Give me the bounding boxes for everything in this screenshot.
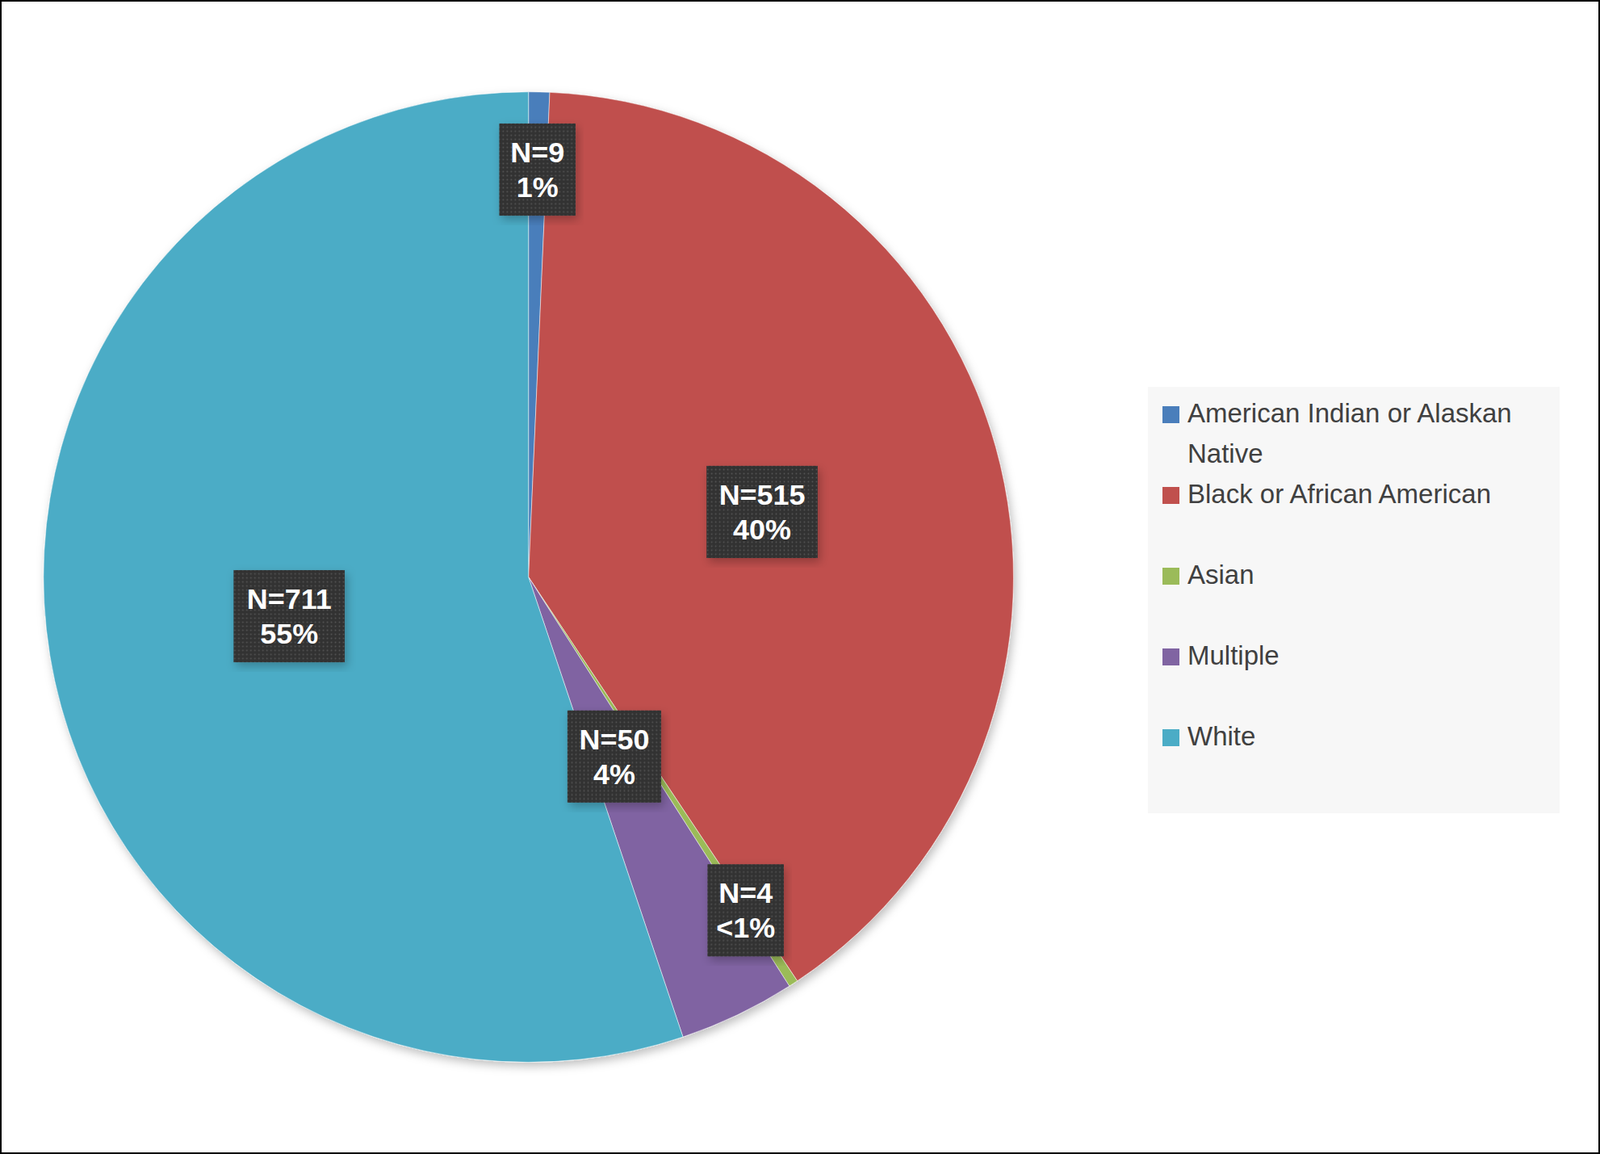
svg-text:N=4: N=4 (718, 875, 773, 909)
html-text:Black or African American: Black or African American (1187, 478, 1492, 509)
svg-text:55%: 55% (259, 616, 319, 650)
html-text:White: White (1187, 720, 1256, 751)
svg-text:N=711: N=711 (247, 582, 332, 616)
svg-text:4%: 4% (593, 757, 636, 791)
svg-text:40%: 40% (732, 512, 792, 546)
svg-text:N=50: N=50 (579, 722, 650, 756)
svg-text:N=9: N=9 (510, 135, 565, 169)
svg-text:N=515: N=515 (719, 477, 806, 511)
html-text:Asian: Asian (1187, 559, 1255, 590)
svg-text:1%: 1% (516, 170, 559, 204)
svg-text:<1%: <1% (716, 910, 775, 944)
html-text:American Indian or Alaskan Nat: American Indian or Alaskan Native (1187, 397, 1512, 469)
html-text:Multiple: Multiple (1187, 640, 1280, 671)
